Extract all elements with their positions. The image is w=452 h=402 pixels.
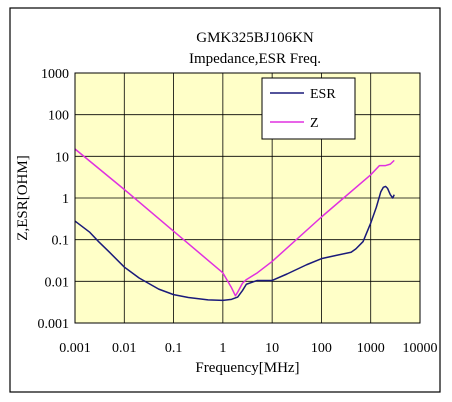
legend: ESR Z [261, 77, 356, 140]
y-tick-label: 10 [55, 150, 69, 165]
y-tick-label: 0.01 [45, 275, 70, 290]
x-tick-label: 10000 [403, 341, 438, 356]
chart-title: GMK325BJ106KN [196, 30, 314, 46]
legend-label-esr: ESR [310, 87, 336, 102]
y-tick-label: 0.1 [52, 234, 70, 249]
legend-box [261, 77, 356, 140]
tick-labels: 0.001 0.01 0.1 1 10 100 1000 10000 0.001 0.01 0.1 1… [38, 67, 438, 356]
plot-border [74, 72, 421, 324]
y-tick-label: 100 [48, 109, 69, 124]
x-axis-label: Frequency[MHz] [195, 360, 299, 376]
y-axis-label: Z,ESR[OHM] [15, 155, 31, 240]
y-tick-label: 1 [62, 192, 69, 207]
series-lines [74, 148, 395, 302]
x-tick-label: 1000 [357, 341, 385, 356]
x-tick-label: 0.01 [112, 341, 137, 356]
series-line-z [74, 148, 395, 297]
x-tick-label: 100 [311, 341, 332, 356]
legend-label-z: Z [310, 116, 319, 131]
chart-subtitle: Impedance,ESR Freq. [189, 51, 321, 67]
x-tick-label: 0.1 [165, 341, 183, 356]
x-tick-label: 1 [219, 341, 226, 356]
x-tick-label: 10 [265, 341, 279, 356]
y-tick-label: 1000 [41, 67, 69, 82]
series-line-esr [74, 185, 395, 302]
x-tick-label: 0.001 [59, 341, 91, 356]
y-tick-label: 0.001 [38, 317, 70, 332]
